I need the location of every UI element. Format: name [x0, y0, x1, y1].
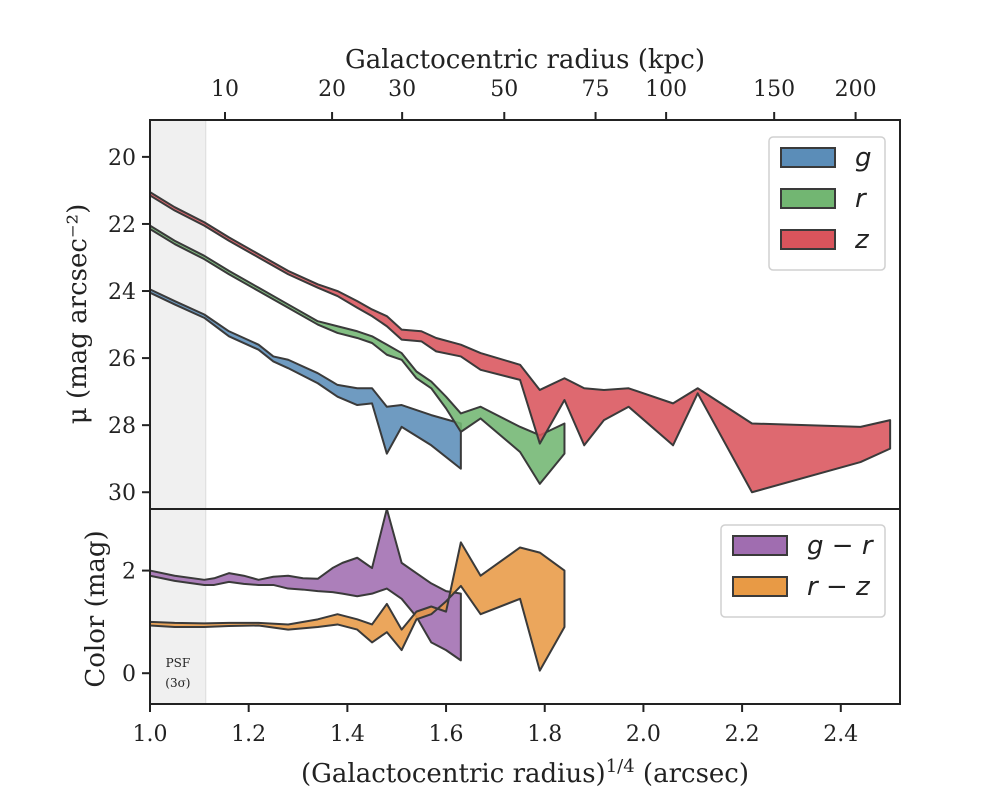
- legend-label: r − z: [807, 572, 871, 602]
- color-y-axis-title: Color (mag): [81, 530, 111, 687]
- x-tick-label: 2.4: [823, 722, 858, 747]
- y-tick-label: 24: [108, 280, 136, 305]
- y-tick-label: 28: [108, 414, 136, 439]
- surface-brightness-panel: 20 22 24 26 28 30 10 20 30 50 75 100 150 200 Galacto…: [63, 45, 901, 510]
- y-axis-title: μ (mag arcsec⁻²): [63, 204, 93, 424]
- legend-label: g: [855, 143, 872, 173]
- color-y-axis-ticks: 02: [122, 560, 150, 687]
- legend-swatch: [780, 147, 836, 168]
- top-x-tick-label: 150: [753, 77, 795, 102]
- y-tick-label: 22: [108, 213, 136, 238]
- x-axis-ticks: 1.0 1.2 1.4 1.6 1.8 2.0 2.2 2.4: [133, 704, 858, 747]
- legend-label: g − r: [807, 531, 875, 561]
- bottom-panel-frame: [149, 508, 901, 705]
- legend-swatch: [732, 535, 788, 556]
- surface-brightness-series: [149, 191, 892, 494]
- color-series: [149, 508, 566, 672]
- psf-label: PSF: [166, 656, 191, 670]
- psf-sublabel: (3σ): [165, 676, 190, 690]
- legend-swatch: [780, 188, 836, 209]
- color-y-tick-label: 2: [122, 560, 136, 585]
- y-tick-label: 30: [108, 481, 136, 506]
- top-x-tick-label: 50: [490, 77, 518, 102]
- top-x-tick-label: 100: [645, 77, 687, 102]
- top-x-tick-label: 20: [318, 77, 346, 102]
- legend-swatch: [780, 229, 836, 250]
- band-surface-brightness-0: [149, 288, 462, 470]
- x-tick-label: 1.0: [133, 722, 168, 747]
- top-x-axis-ticks: 10 20 30 50 75 100 150 200: [211, 77, 877, 120]
- x-tick-label: 1.4: [330, 722, 365, 747]
- top-x-tick-label: 10: [211, 77, 239, 102]
- x-tick-label: 2.0: [626, 722, 661, 747]
- legend: grz: [768, 136, 886, 271]
- y-tick-label: 20: [108, 146, 136, 171]
- top-x-tick-label: 75: [582, 77, 610, 102]
- x-tick-label: 2.2: [725, 722, 760, 747]
- y-axis-ticks: 20 22 24 26 28 30: [108, 146, 150, 506]
- psf-shaded-region-color: [149, 508, 207, 705]
- band-color-0: [149, 508, 462, 662]
- legend-swatch: [732, 576, 788, 597]
- y-tick-label: 26: [108, 347, 136, 372]
- band-surface-brightness-2: [149, 191, 892, 494]
- top-x-axis-title: Galactocentric radius (kpc): [345, 45, 705, 75]
- band-color-1: [149, 541, 566, 672]
- color-y-tick-label: 0: [122, 662, 136, 687]
- x-tick-label: 1.2: [231, 722, 266, 747]
- band-surface-brightness-1: [149, 224, 566, 485]
- color-legend: g − r r − z: [720, 524, 886, 618]
- x-tick-label: 1.8: [527, 722, 562, 747]
- top-x-tick-label: 200: [835, 77, 877, 102]
- top-x-tick-label: 30: [388, 77, 416, 102]
- x-tick-label: 1.6: [429, 722, 464, 747]
- legend-label: z: [854, 225, 870, 255]
- color-panel: PSF (3σ) 02 1.0 1.2 1.4 1.6 1.8 2.0 2.2 2.4 (Ga…: [81, 508, 901, 789]
- x-axis-title: (Galactocentric radius)1/4 (arcsec): [301, 756, 749, 789]
- legend-label: r: [855, 184, 868, 214]
